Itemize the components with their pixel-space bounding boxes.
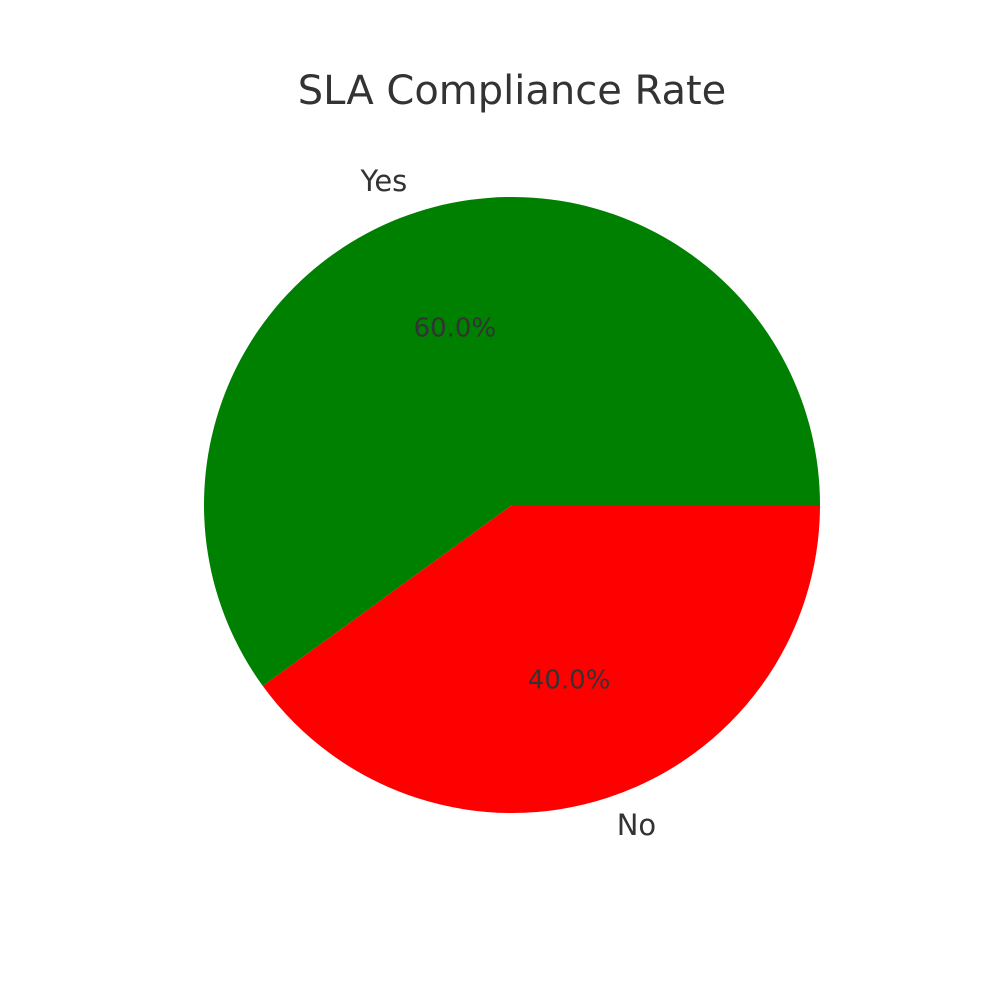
slice-label-no: No — [617, 808, 656, 842]
chart-title: SLA Compliance Rate — [298, 68, 727, 114]
percent-label-no: 40.0% — [528, 665, 611, 695]
pie-slice-yes — [203, 196, 821, 687]
percent-label-yes: 60.0% — [414, 314, 497, 344]
pie-slices — [203, 196, 821, 813]
pie-labels: Yes 60.0% No 40.0% — [359, 164, 656, 842]
slice-label-yes: Yes — [359, 164, 407, 198]
pie-slice-no — [262, 505, 820, 813]
